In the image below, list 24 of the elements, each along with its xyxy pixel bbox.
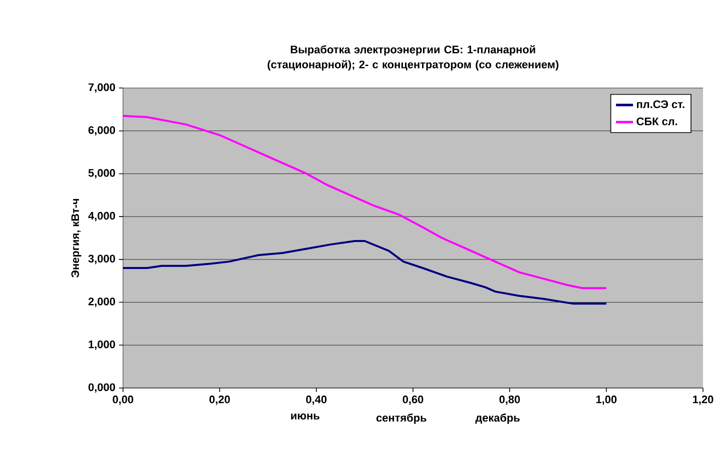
y-tick-label: 5,000 (88, 169, 116, 178)
x-tick-label: 1,20 (693, 396, 714, 405)
y-tick-label: 3,000 (88, 254, 116, 264)
legend-label: пл.СЭ ст. (637, 100, 684, 108)
x-tick-label: 0,40 (306, 396, 327, 405)
x-tick-label: 0,60 (402, 396, 424, 405)
chart-title: Выработка электроэнергии СБ: 1-планарной (стационарной); 2- с концентратором (со слежением) (268, 45, 558, 70)
line-series (122, 114, 608, 290)
x-tick-label: 0,80 (499, 396, 520, 405)
text: декабрь (475, 414, 520, 424)
y-tick-label: 0,000 (88, 383, 116, 393)
x-tick-label: 0,20 (209, 396, 230, 405)
x-tick-label: 0,00 (112, 396, 134, 405)
text: июнь (291, 414, 320, 420)
x-tick-label: 1,00 (596, 396, 617, 405)
y-tick-label: 1,000 (88, 340, 116, 350)
y-tick-label: 7,000 (88, 83, 116, 93)
y-tick-label: 6,000 (88, 126, 116, 136)
y-axis-title: Энергия, кВт-ч (71, 198, 82, 278)
y-tick-label: 4,000 (88, 212, 116, 222)
legend-label: СБК сл. (636, 118, 678, 126)
y-tick-label: 2,000 (88, 298, 116, 307)
line-series (122, 240, 608, 305)
text: сентябрь (376, 414, 426, 424)
